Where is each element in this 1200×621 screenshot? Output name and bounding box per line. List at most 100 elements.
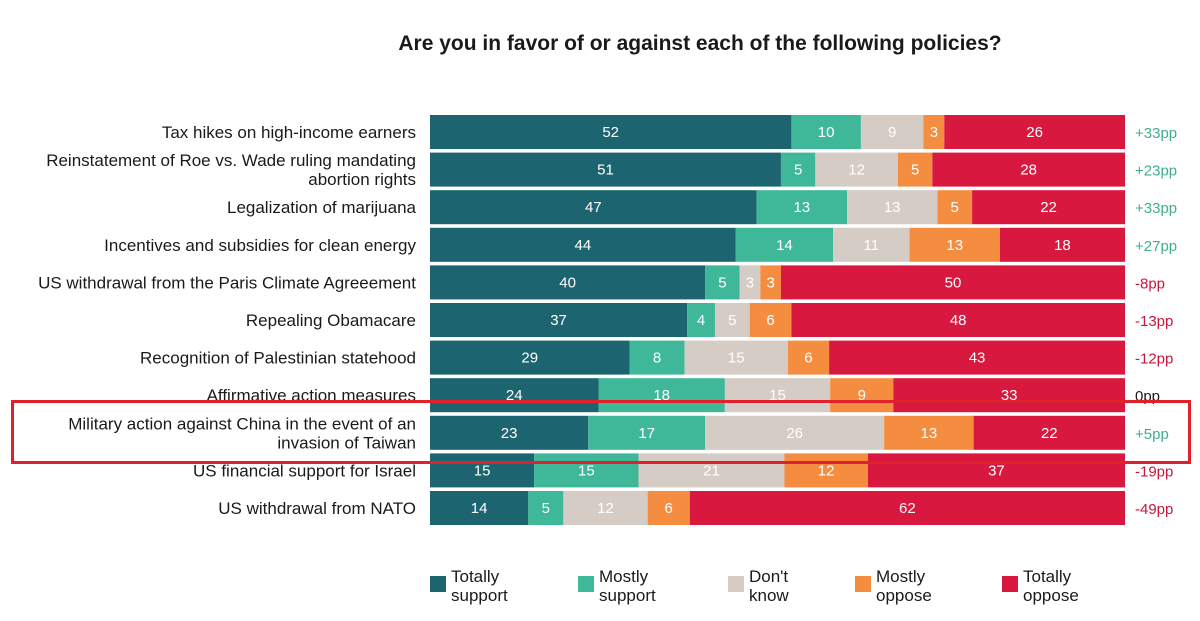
bar-value-label: 9 (888, 124, 896, 141)
bar-segment-6-1 (629, 340, 685, 375)
bar-value-label: 15 (728, 350, 745, 367)
bar-segment-5-3 (749, 303, 792, 337)
bar-segment-0-1 (791, 115, 861, 149)
bar-segment-10-0 (430, 491, 529, 525)
bar-segment-9-3 (784, 453, 868, 488)
bar-segment-0-2 (860, 115, 924, 149)
bar-segment-7-2 (724, 378, 831, 413)
bar-segment-4-2 (739, 265, 761, 300)
legend-label: Mostly support (599, 567, 656, 605)
bar-segment-4-3 (760, 265, 781, 300)
bar-segment-8-3 (884, 415, 974, 450)
bar-segment-2-0 (430, 190, 757, 225)
bar-value-label: 29 (521, 350, 538, 367)
bar-segment-7-3 (830, 378, 894, 413)
bar-value-label: 15 (474, 462, 491, 479)
bar-segment-1-1 (780, 152, 816, 187)
bar-value-label: 4 (697, 312, 705, 329)
bar-value-label: 43 (969, 350, 986, 367)
bar-segment-5-1 (687, 303, 715, 337)
bar-value-label: 5 (542, 500, 550, 517)
bar-segment-4-4 (780, 265, 1125, 300)
net-labels: +33pp+23pp+33pp+27pp-8pp-13pp-12pp0pp+5p… (1135, 125, 1177, 518)
bar-value-label: 37 (550, 312, 567, 329)
bar-value-label: 17 (638, 425, 655, 442)
bar-value-label: 5 (951, 199, 959, 216)
net-difference-label: +27pp (1135, 238, 1177, 255)
legend-swatch (578, 576, 594, 592)
bar-value-label: 8 (653, 350, 661, 367)
bar-value-label: 22 (1040, 199, 1057, 216)
net-difference-label: +33pp (1135, 125, 1177, 142)
bar-value-label: 26 (786, 425, 803, 442)
legend-swatch (728, 576, 744, 592)
bar-segment-8-1 (588, 415, 706, 450)
net-difference-label: +23pp (1135, 163, 1177, 180)
bar-segment-5-2 (714, 303, 750, 337)
bar-value-label: 5 (728, 312, 736, 329)
legend-swatch (855, 576, 871, 592)
bar-segment-3-1 (735, 227, 834, 262)
bar-value-label: 5 (718, 274, 726, 291)
bar-segment-9-1 (534, 453, 639, 488)
bar-segment-5-0 (430, 303, 688, 337)
legend-swatch (1002, 576, 1018, 592)
bar-segment-7-4 (893, 378, 1125, 413)
bar-value-label: 44 (575, 237, 592, 254)
bar-segment-1-4 (932, 152, 1125, 187)
bar-value-label: 50 (945, 274, 962, 291)
legend: Totally support Mostly support Don't know Most… (430, 567, 1079, 605)
bar-segment-6-2 (684, 340, 788, 375)
net-difference-label: -19pp (1135, 463, 1173, 480)
bar-segment-7-0 (430, 378, 599, 413)
bar-value-label: 5 (794, 162, 802, 179)
bar-value-label: 6 (665, 500, 673, 517)
net-difference-label: -13pp (1135, 313, 1173, 330)
bar-value-label: 3 (766, 274, 774, 291)
bar-segment-1-2 (815, 152, 898, 187)
bar-value-label: 10 (818, 124, 835, 141)
bar-segment-3-3 (909, 227, 1000, 262)
bar-segment-3-4 (999, 227, 1125, 262)
bar-segment-2-1 (756, 190, 847, 225)
bar-value-label: 48 (950, 312, 967, 329)
bar-value-label: 14 (471, 500, 488, 517)
legend-label: Don't know (749, 567, 789, 605)
bar-segment-9-0 (430, 453, 535, 488)
bar-segment-2-3 (937, 190, 973, 225)
bar-segment-1-3 (897, 152, 933, 187)
bar-value-label: 23 (501, 425, 518, 442)
category-label: Military action against China in the eve… (68, 414, 416, 452)
bar-value-label: 37 (988, 462, 1005, 479)
bar-value-label: 13 (921, 425, 938, 442)
bar-value-label: 26 (1026, 124, 1043, 141)
bar-segment-10-2 (563, 491, 648, 525)
net-difference-label: -8pp (1135, 275, 1165, 292)
bar-segment-6-3 (787, 340, 830, 375)
bar-value-label: 3 (746, 274, 754, 291)
bar-segment-0-0 (430, 115, 792, 149)
bar-segment-10-4 (689, 491, 1125, 525)
legend-label: Mostly oppose (876, 567, 932, 605)
bar-value-label: 3 (930, 124, 938, 141)
bar-segment-3-0 (430, 227, 736, 262)
bar-segment-0-3 (923, 115, 945, 149)
bar-value-label: 18 (1054, 237, 1071, 254)
bar-value-label: 22 (1041, 425, 1058, 442)
bar-value-label: 47 (585, 199, 602, 216)
category-label: Repealing Obamacare (246, 311, 416, 330)
net-difference-label: -12pp (1135, 351, 1173, 368)
bar-segment-9-4 (867, 453, 1125, 488)
bar-value-label: 14 (776, 237, 793, 254)
bar-value-label: 28 (1020, 162, 1037, 179)
highlight-box (11, 399, 1191, 464)
category-label: Reinstatement of Roe vs. Wade ruling man… (46, 151, 416, 189)
category-label: US financial support for Israel (193, 461, 416, 480)
bar-value-label: 21 (703, 462, 720, 479)
bar-segment-4-1 (705, 265, 740, 300)
category-label: US withdrawal from NATO (218, 499, 416, 518)
bar-value-label: 13 (793, 199, 810, 216)
net-difference-label: +33pp (1135, 200, 1177, 217)
bar-value-label: 51 (597, 162, 614, 179)
